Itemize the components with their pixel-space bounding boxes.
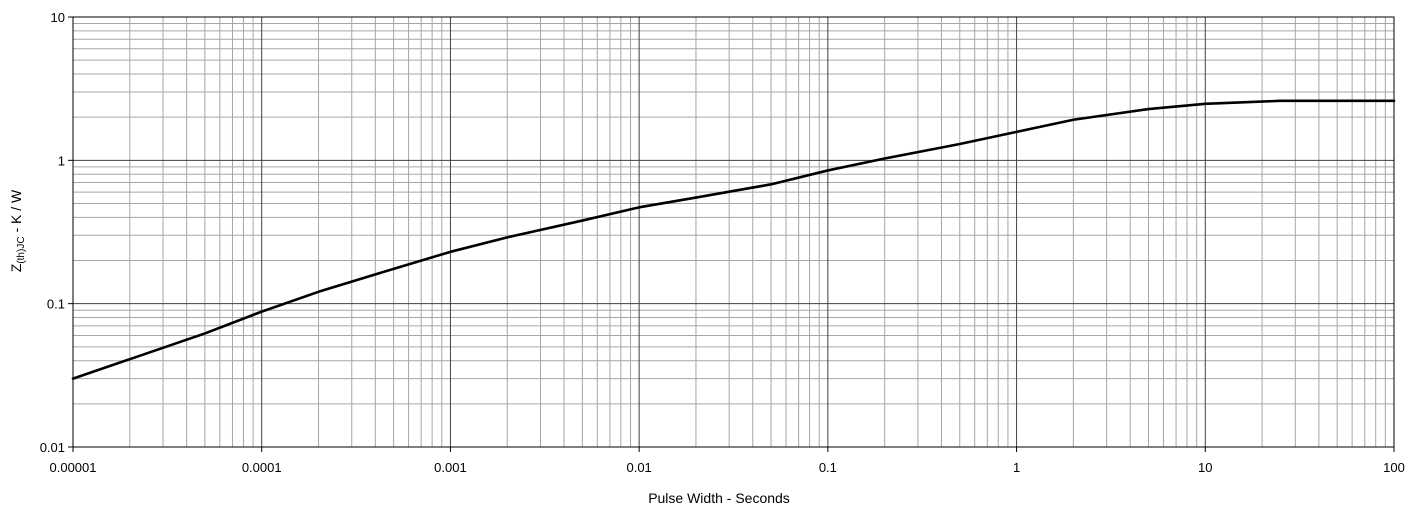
series-layer [71,99,1396,380]
x-tick-label: 0.00001 [50,460,97,475]
y-axis-tick-labels: 0.01 0.1 1 10 [40,10,73,455]
thermal-impedance-curve [71,99,1396,380]
x-tick-label: 100 [1383,460,1405,475]
major-gridlines [72,16,1395,448]
x-tick-label: 0.0001 [242,460,282,475]
y-axis-label-main: Z [8,263,24,272]
x-tick-label: 0.01 [626,460,651,475]
y-axis-label: Z(th)JC - K / W [8,189,27,272]
y-tick-label: 1 [58,153,65,168]
x-tick-label: 0.001 [434,460,467,475]
y-tick-label: 10 [51,10,65,25]
x-axis-tick-labels: 0.00001 0.0001 0.001 0.01 0.1 1 10 100 [50,447,1405,475]
x-tick-label: 10 [1198,460,1212,475]
minor-gridlines [73,17,1394,447]
x-tick-label: 0.1 [819,460,837,475]
y-tick-label: 0.1 [47,297,65,312]
x-axis-label: Pulse Width - Seconds [648,490,790,506]
x-tick-label: 1 [1013,460,1020,475]
plot-area-frame [72,16,1395,448]
y-tick-label: 0.01 [40,440,65,455]
y-axis-label-suffix: - K / W [8,189,24,236]
y-axis-label-subscript: (th)JC [16,236,27,263]
